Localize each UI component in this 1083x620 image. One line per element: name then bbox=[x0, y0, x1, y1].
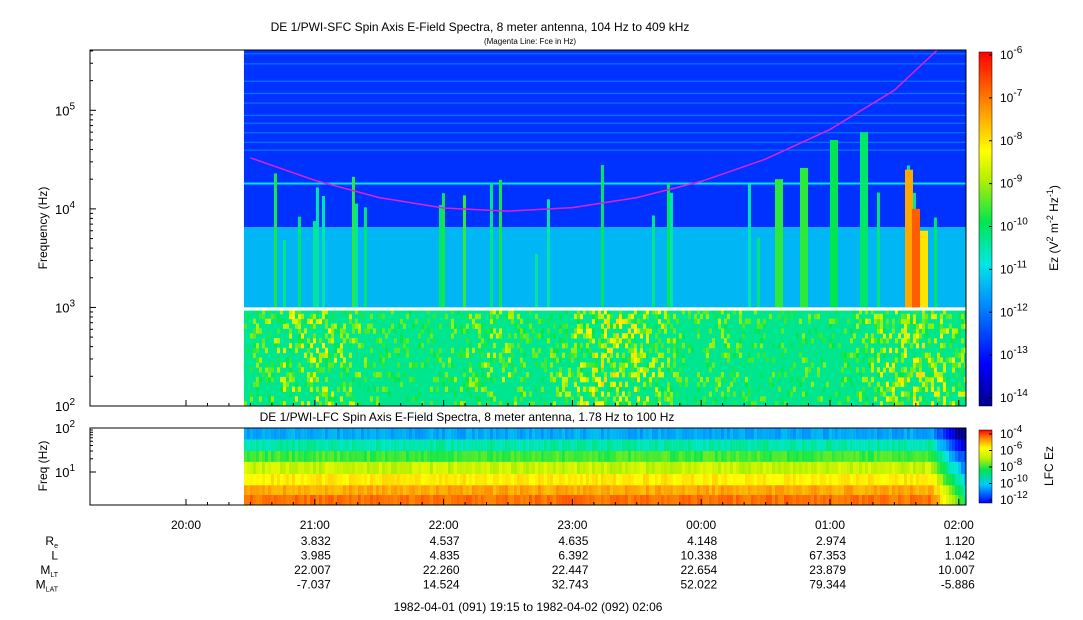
bottom-spectrogram: 101 102 bbox=[55, 419, 967, 506]
time-tick-label: 21:00 bbox=[300, 518, 330, 532]
ephemeris-value: 22.654 bbox=[680, 563, 717, 577]
top-colorbar-tick-label: 10-13 bbox=[1000, 345, 1028, 362]
ephemeris-value: 10.007 bbox=[938, 563, 975, 577]
top-y-tick-label: 103 bbox=[55, 298, 75, 315]
top-y-tick-label: 105 bbox=[55, 101, 75, 118]
ephemeris-value: 22.007 bbox=[294, 563, 331, 577]
bottom-colorbar-label: LFC Ez bbox=[1042, 446, 1056, 486]
bottom-panel-title: DE 1/PWI-LFC Spin Axis E-Field Spectra, … bbox=[260, 410, 675, 424]
ephemeris-table: Re 3.832 4.537 4.635 4.148 2.974 1.120 L 3.985 4.… bbox=[36, 534, 975, 594]
bottom-colorbar-tick-label: 10-10 bbox=[1000, 474, 1028, 491]
ephemeris-row-label: L bbox=[51, 549, 58, 563]
bottom-y-tick-label: 102 bbox=[55, 419, 75, 436]
ephemeris-value: 22.447 bbox=[552, 563, 589, 577]
ephemeris-value: 6.392 bbox=[558, 549, 588, 563]
fce-line bbox=[250, 50, 938, 212]
top-colorbar: 10-6 10-7 10-8 10-9 10-10 10-11 10-12 10-13 10-1… bbox=[978, 45, 1028, 407]
top-colorbar-tick-label: 10-10 bbox=[1000, 217, 1028, 234]
ephemeris-value: 4.635 bbox=[558, 534, 588, 548]
top-colorbar-tick-label: 10-11 bbox=[1000, 259, 1028, 276]
ephemeris-value: 1.120 bbox=[945, 534, 975, 548]
bottom-y-tick-label: 101 bbox=[55, 463, 75, 480]
ephemeris-value: 3.985 bbox=[301, 549, 331, 563]
bottom-colorbar-tick-label: 10-6 bbox=[1000, 441, 1023, 458]
ephemeris-value: 14.524 bbox=[423, 578, 460, 592]
ephemeris-value: 79.344 bbox=[809, 578, 846, 592]
top-spectrogram: 102 103 104 105 bbox=[55, 49, 967, 414]
time-tick-label: 00:00 bbox=[686, 518, 716, 532]
ephemeris-value: 32.743 bbox=[552, 578, 589, 592]
ephemeris-value: 67.353 bbox=[809, 549, 846, 563]
top-colorbar-tick-label: 10-9 bbox=[1000, 174, 1023, 191]
ephemeris-value: -5.886 bbox=[941, 578, 975, 592]
ephemeris-value: 52.022 bbox=[680, 578, 717, 592]
time-tick-label: 20:00 bbox=[171, 518, 201, 532]
time-tick-label: 01:00 bbox=[815, 518, 845, 532]
ephemeris-value: 3.832 bbox=[301, 534, 331, 548]
top-colorbar-tick-label: 10-6 bbox=[1000, 45, 1023, 62]
bottom-colorbar-tick-label: 10-4 bbox=[1000, 424, 1023, 441]
top-colorbar-label: Ez (V2 m-2 Hz-1) bbox=[1045, 185, 1061, 271]
time-range-label: 1982-04-01 (091) 19:15 to 1982-04-02 (09… bbox=[394, 600, 663, 614]
ephemeris-value: 4.835 bbox=[430, 549, 460, 563]
top-panel-subtitle: (Magenta Line: Fce in Hz) bbox=[484, 37, 576, 46]
ephemeris-value: -7.037 bbox=[297, 578, 331, 592]
ephemeris-row-label: MLT bbox=[40, 563, 58, 579]
bottom-y-axis-label: Freq (Hz) bbox=[36, 441, 50, 492]
ephemeris-value: 10.338 bbox=[680, 549, 717, 563]
time-tick-label: 23:00 bbox=[557, 518, 587, 532]
ephemeris-value: 2.974 bbox=[816, 534, 846, 548]
ephemeris-row-label: MLAT bbox=[36, 578, 59, 594]
ephemeris-value: 4.537 bbox=[430, 534, 460, 548]
bottom-colorbar-tick-label: 10-12 bbox=[1000, 490, 1028, 507]
top-y-tick-label: 104 bbox=[55, 200, 75, 217]
time-tick-label: 02:00 bbox=[944, 518, 974, 532]
time-axis-labels: 20:00 21:00 22:00 23:00 00:00 01:00 02:00 bbox=[171, 518, 974, 532]
top-y-tick-label: 102 bbox=[55, 397, 75, 414]
top-y-axis-label: Frequency (Hz) bbox=[36, 187, 50, 270]
ephemeris-row-label: Re bbox=[45, 534, 58, 550]
bottom-colorbar-tick-label: 10-8 bbox=[1000, 457, 1023, 474]
top-colorbar-tick-label: 10-8 bbox=[1000, 131, 1023, 148]
time-tick-label: 22:00 bbox=[429, 518, 459, 532]
ephemeris-value: 1.042 bbox=[945, 549, 975, 563]
top-panel-title: DE 1/PWI-SFC Spin Axis E-Field Spectra, … bbox=[271, 20, 690, 34]
ephemeris-value: 22.260 bbox=[423, 563, 460, 577]
top-colorbar-tick-label: 10-12 bbox=[1000, 302, 1028, 319]
top-colorbar-tick-label: 10-7 bbox=[1000, 88, 1023, 105]
ephemeris-value: 4.148 bbox=[687, 534, 717, 548]
top-colorbar-tick-label: 10-14 bbox=[1000, 388, 1028, 405]
ephemeris-value: 23.879 bbox=[809, 563, 846, 577]
